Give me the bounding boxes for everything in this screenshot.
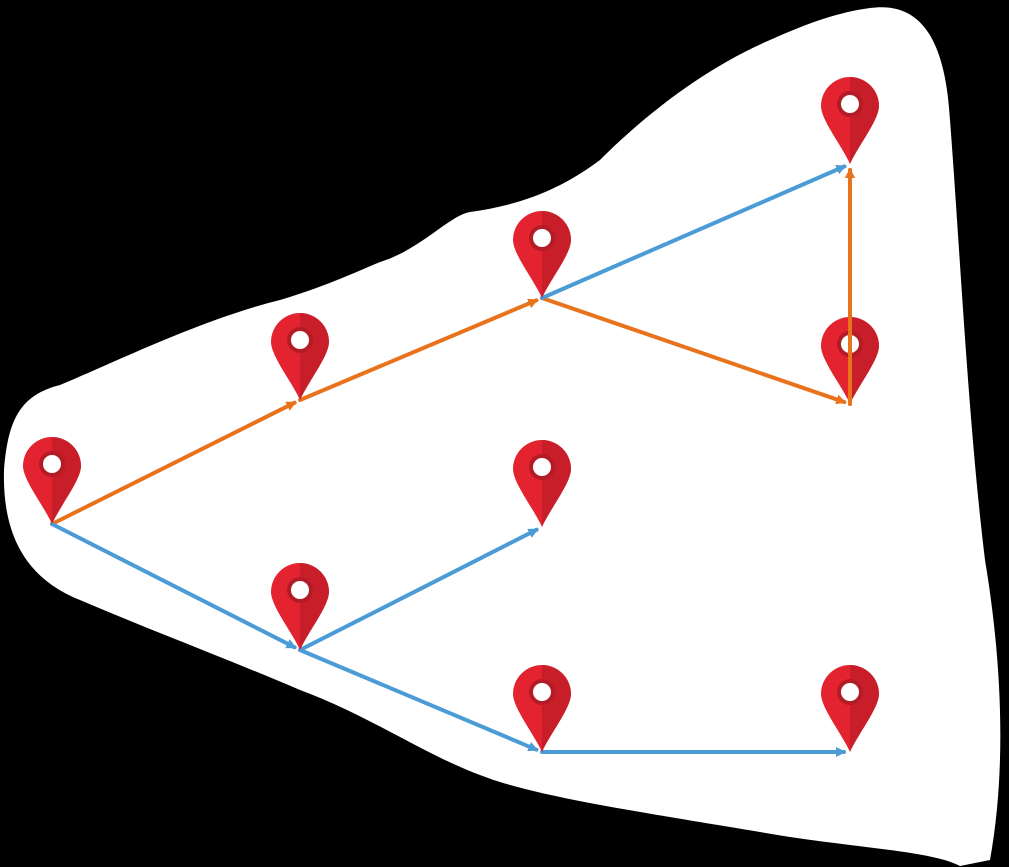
route-arrow-orange-C-E bbox=[540, 296, 847, 405]
route-arrow-blue-A-G bbox=[50, 522, 297, 650]
map-pin-icon bbox=[513, 211, 571, 298]
map-pin-icon bbox=[513, 440, 571, 527]
map-pin-icon bbox=[271, 563, 329, 650]
map-pin-icon bbox=[23, 437, 81, 524]
route-arrow-blue-G-F bbox=[298, 527, 539, 652]
map-pin-icon bbox=[271, 313, 329, 400]
map-pin-icon bbox=[513, 665, 571, 752]
map-pin-icon bbox=[821, 77, 879, 164]
route-arrow-blue-G-H bbox=[298, 648, 539, 752]
map-pin-icon bbox=[821, 665, 879, 752]
route-arrow-orange-A-B bbox=[50, 400, 297, 526]
route-arrow-blue-C-D bbox=[540, 164, 847, 300]
route-nodes bbox=[23, 77, 879, 752]
route-arrow-orange-B-C bbox=[298, 298, 539, 402]
white-region bbox=[3, 7, 1001, 867]
